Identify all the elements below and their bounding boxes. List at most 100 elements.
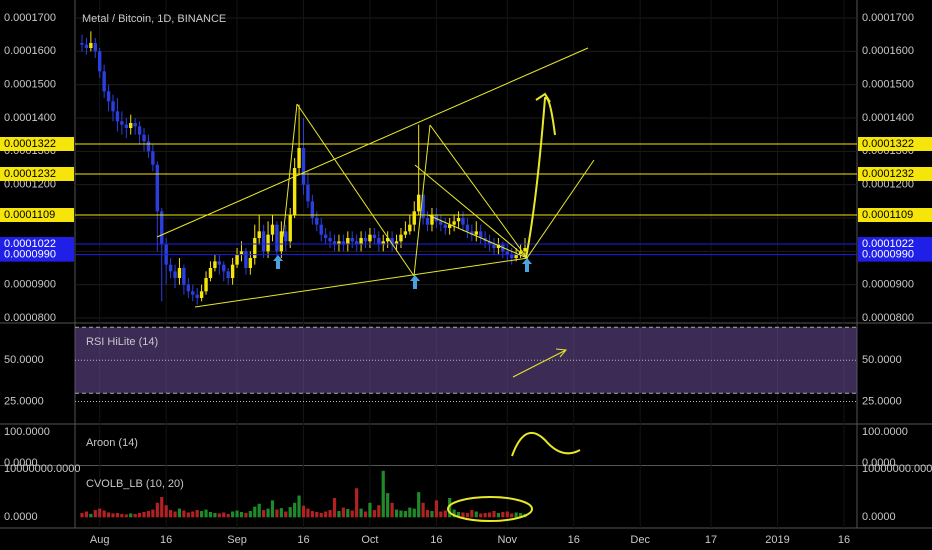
volume-bar — [394, 509, 399, 518]
volume-bar — [430, 511, 434, 518]
volume-bar — [266, 508, 270, 518]
y-tick-label: 0.0001400 — [862, 112, 914, 124]
price-tag-label: 0.0001232 — [862, 168, 914, 180]
y-tick-label: 10000000.0000 — [862, 463, 932, 475]
y-tick-label: 0.0001600 — [862, 45, 914, 57]
candle-body — [137, 126, 142, 135]
candle-body — [399, 234, 403, 242]
candle-body — [146, 141, 151, 152]
candle-body — [253, 238, 257, 258]
candle-body — [319, 224, 323, 235]
volume-bar — [319, 512, 323, 518]
candle-body — [350, 238, 354, 242]
volume-bar — [169, 510, 173, 518]
volume-bar — [102, 510, 106, 518]
candle-body — [323, 234, 328, 238]
y-tick-label: 100.0000 — [862, 426, 908, 438]
volume-bar — [262, 510, 266, 518]
y-tick-label: 0.0000 — [862, 457, 896, 469]
y-tick-label: 0.0001700 — [4, 12, 56, 24]
price-tag — [858, 208, 932, 222]
volume-bar — [297, 495, 301, 518]
volume-bar — [372, 510, 376, 518]
trend-line — [156, 47, 589, 238]
candle-body — [93, 43, 97, 52]
y-tick-label: 0.0001200 — [862, 179, 914, 191]
volume-bar — [381, 470, 385, 518]
volume-bar — [465, 512, 470, 518]
candle-body — [155, 164, 160, 212]
drawings — [156, 47, 595, 522]
price-tag-label: 0.0001232 — [4, 168, 56, 180]
price-tag-label: 0.0001022 — [862, 238, 914, 250]
volume-bar — [142, 511, 146, 518]
candle-body — [288, 214, 292, 242]
candle-body — [186, 284, 191, 292]
up-arrow — [522, 258, 532, 272]
candle-body — [492, 244, 496, 248]
y-tick-label: 0.0000800 — [4, 312, 56, 324]
candle-body — [168, 264, 173, 272]
volume-bar — [257, 503, 261, 518]
volume-bar — [487, 512, 492, 518]
up-arrow — [410, 275, 420, 289]
candle-body — [465, 224, 470, 232]
candle-body — [452, 221, 456, 225]
y-tick-label: 0.0000 — [4, 457, 38, 469]
price-tag — [858, 237, 932, 251]
volume-bar — [514, 512, 518, 518]
volume-bar — [456, 511, 461, 518]
candle-body — [133, 123, 137, 127]
volume-bar — [84, 511, 89, 518]
volume-bar — [235, 510, 239, 518]
price-tag-label: 0.0001022 — [4, 238, 56, 250]
indicator-label: CVOLB_LB (10, 20) — [86, 478, 184, 490]
candle-body — [102, 71, 106, 92]
candle-body — [226, 271, 230, 278]
candle-body — [213, 261, 217, 268]
y-tick-label: 0.0000800 — [862, 312, 914, 324]
volume-bar — [363, 511, 368, 518]
candle-body — [456, 218, 461, 222]
x-tick-label: 2019 — [765, 534, 789, 546]
volume-bar — [80, 512, 84, 518]
candle-body — [98, 51, 102, 72]
x-tick-label: Oct — [361, 534, 378, 546]
volume-bar — [341, 507, 345, 518]
y-tick-label: 0.0001700 — [862, 12, 914, 24]
volume-bar — [204, 509, 208, 518]
candle-body — [514, 254, 518, 258]
volume-bar — [510, 513, 514, 518]
candle-body — [80, 43, 84, 45]
x-tick-label: 16 — [297, 534, 309, 546]
volume-bar — [470, 510, 474, 518]
volume-bar — [279, 508, 283, 518]
volume-bar — [492, 511, 496, 518]
candle-body — [496, 244, 501, 248]
y-tick-label: 0.0000900 — [4, 279, 56, 291]
volume-bar — [106, 512, 111, 518]
volume-bar — [239, 511, 244, 518]
candle-body — [443, 224, 447, 228]
volume-bar — [505, 511, 509, 518]
price-tag-label: 0.0001109 — [862, 209, 913, 221]
volume-bar — [399, 510, 403, 518]
candle-body — [230, 264, 235, 278]
volume-bar — [208, 511, 213, 518]
volume-bar — [443, 510, 447, 518]
volume-bar — [120, 513, 124, 518]
volume-bar — [173, 511, 177, 518]
candle-body — [151, 151, 155, 165]
trend-line — [414, 164, 528, 259]
volume-bar — [434, 500, 438, 518]
y-tick-label: 50.0000 — [862, 354, 902, 366]
volume-bar — [377, 505, 381, 518]
volume-bar — [368, 502, 372, 518]
candle-body — [115, 111, 120, 122]
volume-bar — [439, 511, 443, 518]
candle-body — [510, 254, 514, 258]
candle-body — [368, 234, 372, 242]
volume-bar — [386, 493, 390, 518]
